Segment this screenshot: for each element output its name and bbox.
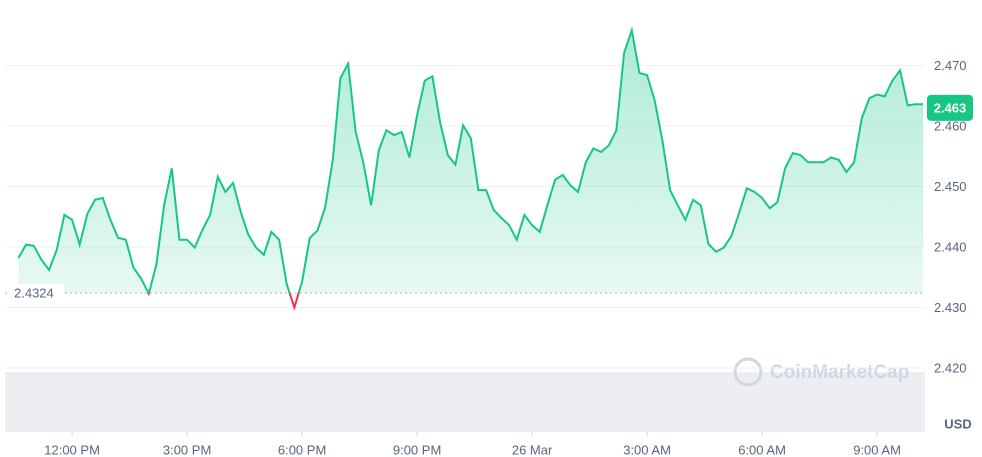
y-tick-label: 2.450 xyxy=(934,179,967,194)
price-line xyxy=(17,26,924,293)
watermark: CoinMarketCap xyxy=(733,357,909,387)
x-tick-label: 26 Mar xyxy=(512,442,553,457)
x-tick-label: 9:00 PM xyxy=(393,442,441,457)
x-tick-label: 3:00 AM xyxy=(623,442,671,457)
y-tick-label: 2.420 xyxy=(934,360,967,375)
y-tick-label: 2.430 xyxy=(934,300,967,315)
watermark-text: CoinMarketCap xyxy=(770,362,909,383)
x-tick-label: 3:00 PM xyxy=(163,442,211,457)
last-price-tag xyxy=(927,94,973,121)
x-tick-label: 6:00 PM xyxy=(278,442,326,457)
y-tick-label: 2.440 xyxy=(934,239,967,254)
reference-label-bg xyxy=(8,283,64,302)
x-tick-label: 6:00 AM xyxy=(738,442,786,457)
x-tick-label: 12:00 PM xyxy=(44,442,100,457)
area xyxy=(18,30,924,293)
y-tick-label: 2.470 xyxy=(934,58,967,73)
last-price-label: 2.463 xyxy=(934,100,967,115)
volume-band xyxy=(5,372,925,432)
reference-label: 2.4324 xyxy=(14,285,54,300)
x-tick-label: 9:00 AM xyxy=(853,442,901,457)
y-tick-label: 2.460 xyxy=(934,118,967,133)
y-axis-label: USD xyxy=(944,416,971,431)
